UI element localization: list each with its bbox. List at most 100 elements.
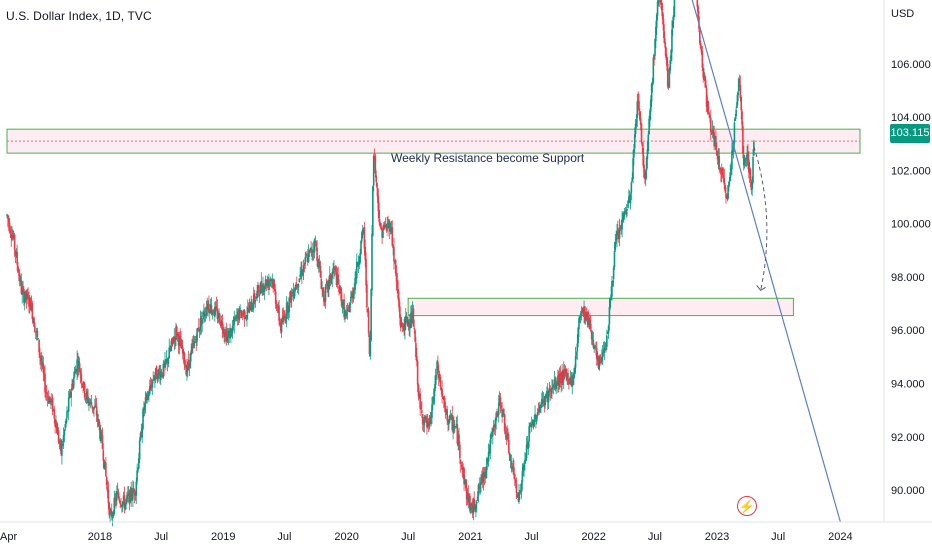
candle-body (523, 464, 525, 469)
candle-body (655, 14, 658, 29)
x-tick-label: Jul (771, 531, 785, 543)
candle-body (641, 143, 644, 147)
time-axis[interactable]: Apr 2018 Jul 2019 Jul 2020 Jul 2021 Jul 2022 Jul 20… (0, 531, 853, 543)
candle-body (735, 109, 737, 117)
candle-body (228, 331, 231, 338)
candle-body (615, 238, 617, 241)
candle-body (539, 405, 541, 411)
candle-body (148, 386, 151, 395)
candle-body (308, 249, 311, 253)
x-tick-label: 2018 (88, 531, 112, 543)
candle-body (99, 426, 101, 439)
candle-body (486, 458, 489, 461)
candle-body (464, 480, 467, 489)
candle-body (138, 458, 140, 469)
candle-body (557, 375, 559, 385)
candle-body (187, 359, 190, 365)
candle-body (418, 394, 421, 396)
candle-body (704, 80, 707, 88)
candle-body (704, 77, 706, 82)
candle-body (58, 440, 61, 444)
symbol-title[interactable]: U.S. Dollar Index, 1D, TVC (6, 9, 152, 23)
candle-body (345, 311, 347, 316)
candle-body (279, 323, 282, 332)
candle-body (518, 492, 520, 502)
candle-body (81, 383, 83, 385)
candle-body (150, 386, 153, 389)
candle-body (458, 434, 460, 444)
candle-body (261, 287, 263, 294)
candle-body (388, 221, 391, 232)
candle-body (635, 119, 638, 126)
candle-body (151, 380, 154, 388)
candle-body (700, 47, 703, 53)
candle-body (480, 477, 482, 486)
candle-body (654, 39, 656, 56)
candle-body (604, 347, 606, 350)
candle-body (318, 262, 321, 268)
candle-body (225, 330, 228, 343)
candle-body (294, 289, 296, 292)
candle-body (573, 372, 575, 379)
candle-body (289, 292, 291, 298)
candle-body (543, 402, 546, 407)
candle-body (655, 26, 657, 42)
candle-body (333, 267, 335, 270)
candle-body (249, 301, 252, 303)
candle-body (96, 414, 99, 420)
candle-body (497, 402, 500, 415)
candle-body (697, 6, 699, 17)
candle-body (132, 487, 135, 492)
candle-body (358, 260, 361, 265)
candle-body (313, 239, 316, 253)
candle-body (600, 359, 602, 361)
candle-body (589, 320, 591, 326)
candle-body (197, 327, 200, 331)
candle-body (673, 0, 676, 17)
candle-body (715, 135, 717, 150)
candle-body (113, 497, 116, 514)
candle-body (63, 429, 66, 436)
candle-body (520, 482, 523, 492)
candle-body (748, 168, 751, 175)
candle-body (555, 383, 557, 390)
candle-body (53, 409, 56, 419)
candle-body (616, 231, 618, 240)
candle-body (699, 42, 702, 48)
candle-body (382, 231, 384, 238)
candle-body (721, 168, 724, 176)
candle-body (271, 278, 274, 281)
candle-body (295, 283, 298, 286)
candle-body (301, 272, 304, 276)
candle-body (455, 424, 458, 426)
candle-body (37, 338, 40, 340)
candle-body (590, 330, 593, 340)
candle-body (128, 490, 131, 505)
candle-body (606, 332, 609, 334)
candle-body (348, 309, 350, 312)
lightning-icon[interactable]: ⚡ (737, 496, 757, 516)
candle-body (54, 419, 56, 427)
candle-body (185, 365, 187, 375)
candle-body (161, 374, 164, 377)
candle-body (287, 310, 290, 313)
candle-body (707, 101, 710, 112)
candle-body (703, 76, 705, 80)
candle-body (94, 404, 97, 406)
candle-body (712, 129, 715, 134)
candle-body (551, 387, 553, 394)
candle-body (728, 180, 731, 186)
candle-body (176, 326, 178, 337)
candle-body (200, 316, 203, 326)
candle-body (652, 57, 655, 83)
candle-body (12, 234, 15, 239)
candle-body (322, 287, 324, 293)
candle-body (583, 307, 585, 317)
price-axis[interactable]: 90.000 92.000 94.000 96.000 98.000 100.000 102… (891, 59, 931, 497)
candle-body (223, 333, 225, 335)
candle-body (385, 224, 388, 231)
candle-body (394, 261, 396, 263)
candle-body (424, 416, 427, 420)
candle-body (599, 354, 601, 360)
